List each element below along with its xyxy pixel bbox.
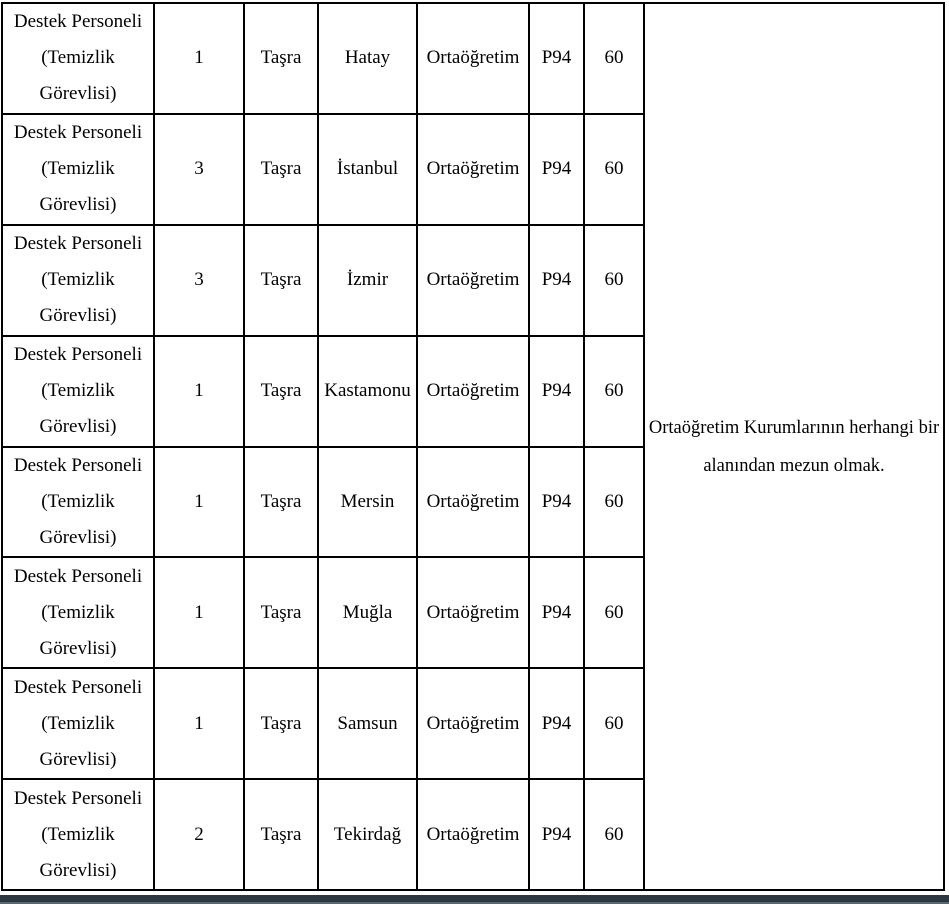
score-cell: 60 xyxy=(583,2,645,115)
province-cell: İzmir xyxy=(317,223,418,337)
page-bottom-edge-highlight xyxy=(0,902,949,904)
unit-cell: Taşra xyxy=(243,334,319,448)
position-cell: Destek Personeli (Temizlik Görevlisi) xyxy=(1,223,155,337)
table-row: Destek Personeli (Temizlik Görevlisi) 1 … xyxy=(1,334,944,448)
position-cell: Destek Personeli (Temizlik Görevlisi) xyxy=(1,667,155,781)
score-cell: 60 xyxy=(583,223,645,337)
score-cell: 60 xyxy=(583,556,645,670)
education-cell: Ortaöğretim xyxy=(416,667,530,781)
unit-cell: Taşra xyxy=(243,667,319,781)
score-type-cell: P94 xyxy=(528,445,585,559)
province-cell: İstanbul xyxy=(317,112,418,226)
score-cell: 60 xyxy=(583,112,645,226)
score-type-cell: P94 xyxy=(528,778,585,891)
position-line: (Temizlik xyxy=(41,47,115,69)
position-line: (Temizlik xyxy=(41,823,115,845)
table-row: Destek Personeli (Temizlik Görevlisi) 1 … xyxy=(1,556,944,670)
score-type-cell: P94 xyxy=(528,112,585,226)
position-cell: Destek Personeli (Temizlik Görevlisi) xyxy=(1,556,155,670)
position-line: Destek Personeli xyxy=(13,11,143,33)
position-line: Destek Personeli xyxy=(13,454,143,476)
position-line: (Temizlik xyxy=(41,269,115,291)
score-type-cell: P94 xyxy=(528,2,585,115)
province-cell: Muğla xyxy=(317,556,418,670)
position-line: (Temizlik xyxy=(41,712,115,734)
position-line: Destek Personeli xyxy=(13,344,143,366)
position-line: (Temizlik xyxy=(41,380,115,402)
position-line: (Temizlik xyxy=(41,601,115,623)
position-line: Görevlisi) xyxy=(39,637,117,659)
position-line: Görevlisi) xyxy=(39,859,117,881)
score-cell: 60 xyxy=(583,445,645,559)
score-type-cell: P94 xyxy=(528,223,585,337)
province-cell: Samsun xyxy=(317,667,418,781)
position-line: Görevlisi) xyxy=(39,194,117,216)
position-line: (Temizlik xyxy=(41,158,115,180)
position-line: Destek Personeli xyxy=(13,787,143,809)
education-cell: Ortaöğretim xyxy=(416,112,530,226)
table-row: Destek Personeli (Temizlik Görevlisi) 1 … xyxy=(1,2,945,891)
position-line: (Temizlik xyxy=(41,490,115,512)
position-cell: Destek Personeli (Temizlik Görevlisi) xyxy=(1,778,155,891)
page-bottom-edge xyxy=(0,895,949,902)
position-cell: Destek Personeli (Temizlik Görevlisi) xyxy=(1,334,155,448)
quota-cell: 1 xyxy=(153,2,245,115)
education-cell: Ortaöğretim xyxy=(416,556,530,670)
unit-cell: Taşra xyxy=(243,2,319,115)
position-cell: Destek Personeli (Temizlik Görevlisi) xyxy=(1,445,155,559)
province-cell: Tekirdağ xyxy=(317,778,418,891)
unit-cell: Taşra xyxy=(243,223,319,337)
score-type-cell: P94 xyxy=(528,667,585,781)
position-cell: Destek Personeli (Temizlik Görevlisi) xyxy=(1,2,155,115)
position-line: Görevlisi) xyxy=(39,416,117,438)
quota-cell: 2 xyxy=(153,778,245,891)
table-row: Destek Personeli (Temizlik Görevlisi) 2 … xyxy=(1,778,944,891)
quota-cell: 3 xyxy=(153,223,245,337)
position-line: Destek Personeli xyxy=(13,676,143,698)
province-cell: Mersin xyxy=(317,445,418,559)
score-cell: 60 xyxy=(583,667,645,781)
education-cell: Ortaöğretim xyxy=(416,2,530,115)
position-line: Destek Personeli xyxy=(13,233,143,255)
score-cell: 60 xyxy=(583,778,645,891)
job-table: Destek Personeli (Temizlik Görevlisi) 1 … xyxy=(1,2,945,891)
quota-cell: 1 xyxy=(153,556,245,670)
table-row: Destek Personeli (Temizlik Görevlisi) 1 … xyxy=(1,667,944,781)
quota-cell: 1 xyxy=(153,445,245,559)
education-cell: Ortaöğretim xyxy=(416,223,530,337)
position-line: Görevlisi) xyxy=(39,526,117,548)
table-row: Destek Personeli (Temizlik Görevlisi) 3 … xyxy=(1,223,944,337)
education-cell: Ortaöğretim xyxy=(416,778,530,891)
requirement-cell: Ortaöğretim Kurumlarının herhangi bir al… xyxy=(643,2,945,891)
requirement-line: Ortaöğretim Kurumlarının herhangi bir xyxy=(648,417,940,438)
province-cell: Hatay xyxy=(317,2,418,115)
score-cell: 60 xyxy=(583,334,645,448)
position-cell: Destek Personeli (Temizlik Görevlisi) xyxy=(1,112,155,226)
unit-cell: Taşra xyxy=(243,112,319,226)
quota-cell: 3 xyxy=(153,112,245,226)
unit-cell: Taşra xyxy=(243,445,319,559)
unit-cell: Taşra xyxy=(243,556,319,670)
score-type-cell: P94 xyxy=(528,334,585,448)
position-line: Destek Personeli xyxy=(13,122,143,144)
requirement-line: alanından mezun olmak. xyxy=(703,455,885,476)
position-line: Görevlisi) xyxy=(39,83,117,105)
table-row: Destek Personeli (Temizlik Görevlisi) 3 … xyxy=(1,112,944,226)
quota-cell: 1 xyxy=(153,667,245,781)
score-type-cell: P94 xyxy=(528,556,585,670)
unit-cell: Taşra xyxy=(243,778,319,891)
position-line: Görevlisi) xyxy=(39,748,117,770)
position-line: Görevlisi) xyxy=(39,305,117,327)
education-cell: Ortaöğretim xyxy=(416,334,530,448)
quota-cell: 1 xyxy=(153,334,245,448)
position-line: Destek Personeli xyxy=(13,565,143,587)
province-cell: Kastamonu xyxy=(317,334,418,448)
table-row: Destek Personeli (Temizlik Görevlisi) 1 … xyxy=(1,445,944,559)
education-cell: Ortaöğretim xyxy=(416,445,530,559)
